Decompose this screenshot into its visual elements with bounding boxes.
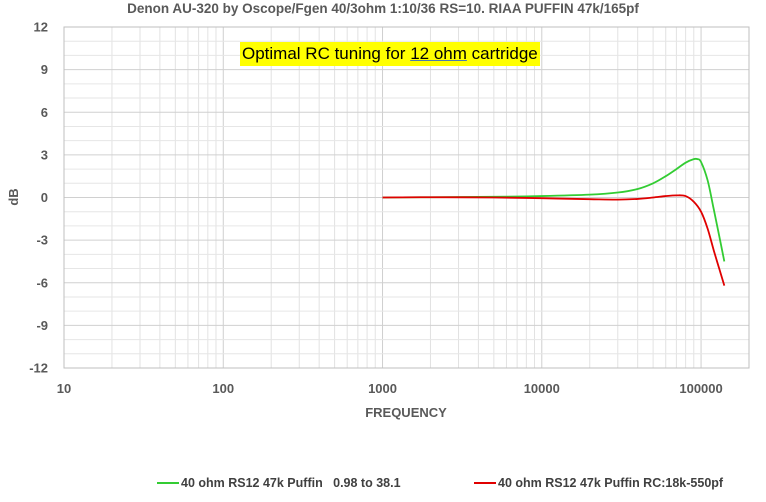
legend-item-green: 40 ohm RS12 47k Puffin 0.98 to 38.1 bbox=[157, 476, 401, 490]
series-line-red bbox=[382, 194, 726, 286]
chart-title: Denon AU-320 by Oscope/Fgen 40/3ohm 1:10… bbox=[127, 1, 639, 16]
series-line-green bbox=[382, 157, 726, 262]
legend-swatch-green bbox=[157, 482, 179, 484]
tick-labels: 12 9 6 3 0 -3 -6 -9 -12 10 100 1000 10000 100000 bbox=[29, 20, 723, 397]
y-tick-label: 9 bbox=[41, 62, 48, 77]
annotation-box: Optimal RC tuning for 12 ohm cartridge bbox=[240, 42, 540, 66]
y-tick-label: -9 bbox=[36, 318, 48, 333]
y-tick-label: -3 bbox=[36, 233, 48, 248]
y-tick-label: 3 bbox=[41, 147, 48, 162]
plot-border bbox=[63, 26, 750, 369]
legend-label-red: 40 ohm RS12 47k Puffin RC:18k-550pf bbox=[498, 476, 724, 490]
x-tick-label: 1000 bbox=[368, 381, 397, 396]
axes bbox=[63, 26, 750, 369]
series-lines bbox=[382, 157, 726, 286]
y-axis-label: dB bbox=[6, 188, 21, 205]
x-axis-label: FREQUENCY bbox=[365, 405, 447, 420]
y-tick-label: -12 bbox=[29, 361, 48, 376]
annotation-text-highlight: 12 ohm bbox=[410, 44, 467, 63]
legend-item-red: 40 ohm RS12 47k Puffin RC:18k-550pf bbox=[474, 476, 723, 490]
y-tick-label: 12 bbox=[34, 20, 48, 35]
legend-label-green: 40 ohm RS12 47k Puffin 0.98 to 38.1 bbox=[181, 476, 401, 490]
x-tick-label: 100000 bbox=[679, 381, 722, 396]
annotation-text-before: Optimal RC tuning for bbox=[242, 44, 411, 63]
y-tick-label: -6 bbox=[36, 275, 48, 290]
y-tick-label: 0 bbox=[41, 190, 48, 205]
annotation-text-after: cartridge bbox=[466, 44, 538, 63]
y-tick-label: 6 bbox=[41, 105, 48, 120]
x-tick-label: 100 bbox=[212, 381, 234, 396]
legend-swatch-red bbox=[474, 482, 496, 484]
x-tick-label: 10000 bbox=[524, 381, 560, 396]
x-tick-label: 10 bbox=[57, 381, 71, 396]
